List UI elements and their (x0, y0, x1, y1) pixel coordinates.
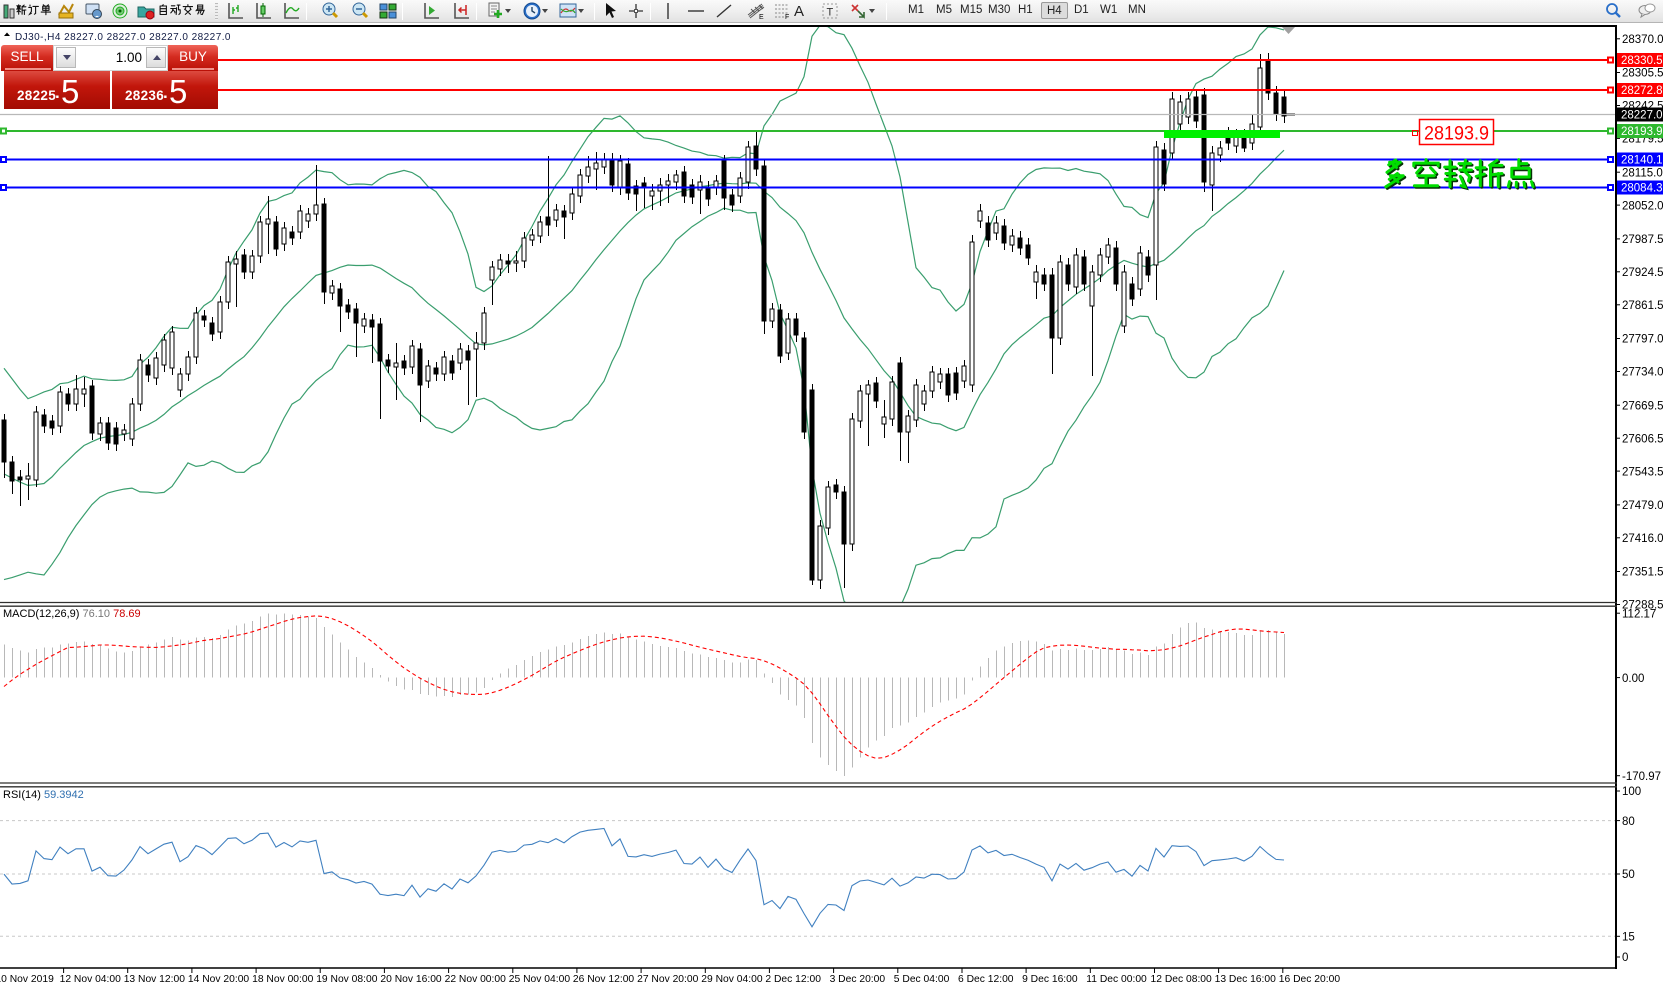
svg-text:27479.0: 27479.0 (1622, 500, 1663, 512)
svg-text:13 Nov 12:00: 13 Nov 12:00 (124, 974, 186, 985)
svg-text:E: E (759, 14, 764, 21)
svg-text:-170.97: -170.97 (1622, 771, 1661, 783)
svg-text:6 Dec 12:00: 6 Dec 12:00 (958, 974, 1014, 985)
svg-text:0: 0 (1622, 952, 1628, 964)
svg-text:27606.5: 27606.5 (1622, 433, 1663, 445)
svg-text:3 Dec 20:00: 3 Dec 20:00 (830, 974, 886, 985)
svg-text:12 Nov 04:00: 12 Nov 04:00 (60, 974, 122, 985)
svg-text:F: F (785, 14, 789, 21)
svg-text:27734.0: 27734.0 (1622, 367, 1663, 379)
svg-text:28370.0: 28370.0 (1622, 34, 1663, 46)
svg-text:27416.0: 27416.0 (1622, 533, 1663, 545)
svg-text:9 Dec 16:00: 9 Dec 16:00 (1022, 974, 1078, 985)
svg-text:28305.5: 28305.5 (1622, 68, 1663, 80)
svg-text:27 Nov 20:00: 27 Nov 20:00 (637, 974, 699, 985)
svg-text:18 Nov 00:00: 18 Nov 00:00 (252, 974, 314, 985)
svg-text:2 Dec 12:00: 2 Dec 12:00 (765, 974, 821, 985)
svg-text:28330.5: 28330.5 (1621, 55, 1663, 67)
svg-text:80: 80 (1622, 816, 1635, 828)
svg-text:27861.5: 27861.5 (1622, 300, 1663, 312)
svg-text:25 Nov 04:00: 25 Nov 04:00 (509, 974, 571, 985)
svg-text:27543.5: 27543.5 (1622, 466, 1663, 478)
svg-text:19 Nov 08:00: 19 Nov 08:00 (316, 974, 378, 985)
svg-text:28052.0: 28052.0 (1622, 200, 1663, 212)
svg-text:27924.5: 27924.5 (1622, 267, 1663, 279)
svg-text:27669.5: 27669.5 (1622, 400, 1663, 412)
svg-text:28193.9: 28193.9 (1621, 126, 1663, 138)
svg-text:28140.1: 28140.1 (1621, 155, 1663, 167)
svg-text:27797.0: 27797.0 (1622, 334, 1663, 346)
svg-text:RSI(14) 59.3942: RSI(14) 59.3942 (3, 789, 84, 801)
svg-text:MACD(12,26,9) 76.10 78.69: MACD(12,26,9) 76.10 78.69 (3, 608, 141, 620)
svg-text:28084.3: 28084.3 (1621, 183, 1663, 195)
svg-text:16 Dec 20:00: 16 Dec 20:00 (1279, 974, 1341, 985)
svg-text:27351.5: 27351.5 (1622, 567, 1663, 579)
svg-text:T: T (827, 7, 834, 19)
svg-text:112.17: 112.17 (1622, 608, 1656, 620)
svg-text:20 Nov 16:00: 20 Nov 16:00 (380, 974, 442, 985)
svg-text:26 Nov 12:00: 26 Nov 12:00 (573, 974, 635, 985)
svg-text:0.00: 0.00 (1622, 673, 1644, 685)
svg-text:5 Dec 04:00: 5 Dec 04:00 (894, 974, 950, 985)
svg-text:22 Nov 00:00: 22 Nov 00:00 (445, 974, 507, 985)
svg-text:28272.8: 28272.8 (1621, 85, 1663, 97)
svg-text:28193.9: 28193.9 (1424, 124, 1489, 145)
svg-text:13 Dec 16:00: 13 Dec 16:00 (1215, 974, 1277, 985)
svg-text:11 Dec 00:00: 11 Dec 00:00 (1086, 974, 1147, 985)
svg-text:12 Dec 08:00: 12 Dec 08:00 (1151, 974, 1213, 985)
svg-text:29 Nov 04:00: 29 Nov 04:00 (701, 974, 763, 985)
svg-text:10 Nov 2019: 10 Nov 2019 (0, 974, 54, 985)
svg-text:50: 50 (1622, 869, 1635, 881)
svg-text:100: 100 (1622, 786, 1641, 798)
svg-text:27987.5: 27987.5 (1622, 234, 1663, 246)
svg-text:28227.0: 28227.0 (1621, 110, 1663, 122)
svg-text:27288.5: 27288.5 (1622, 600, 1663, 612)
svg-text:DJ30-,H4 28227.0 28227.0 2822: DJ30-,H4 28227.0 28227.0 28227.0 28227.0 (15, 32, 231, 43)
svg-text:15: 15 (1622, 932, 1635, 944)
svg-text:14 Nov 20:00: 14 Nov 20:00 (188, 974, 250, 985)
svg-text:28115.0: 28115.0 (1622, 167, 1663, 179)
